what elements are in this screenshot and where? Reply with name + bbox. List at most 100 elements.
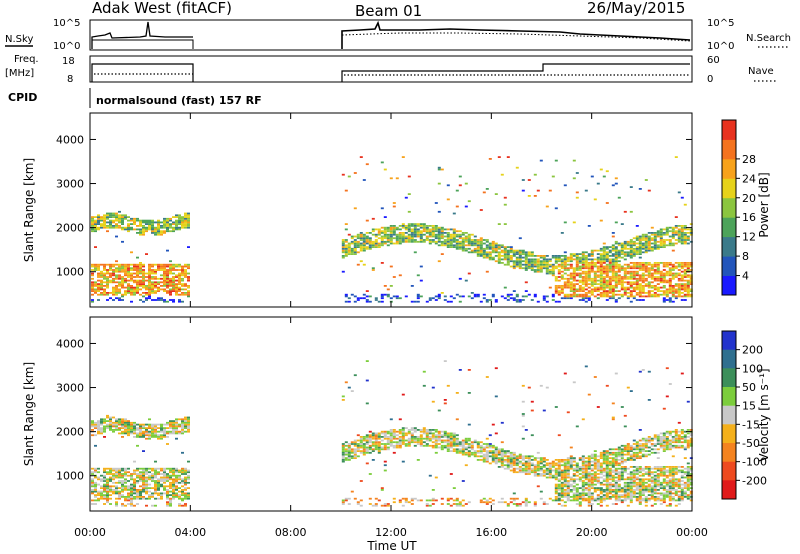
velocity-echo-cell xyxy=(533,466,537,468)
velocity-echo-cell xyxy=(479,499,483,502)
velocity-echo-cell xyxy=(524,471,528,474)
power-echo-cell xyxy=(154,285,157,287)
power-echo-cell xyxy=(148,285,151,287)
power-echo-cell xyxy=(572,279,576,282)
velocity-echo-cell xyxy=(584,365,588,368)
power-echo-cell xyxy=(608,265,612,268)
velocity-echo-cell xyxy=(629,390,633,392)
power-echo-cell xyxy=(644,242,648,245)
velocity-echo-cell xyxy=(151,467,154,470)
power-echo-cell xyxy=(653,285,657,287)
velocity-echo-cell xyxy=(353,453,357,456)
power-echo-cell xyxy=(644,274,648,277)
velocity-echo-cell xyxy=(157,497,160,500)
velocity-echo-cell xyxy=(425,434,429,437)
power-echo-cell xyxy=(686,267,690,270)
power-echo-cell xyxy=(377,233,381,236)
velocity-echo-cell xyxy=(136,489,139,491)
velocity-echo-cell xyxy=(539,459,543,461)
velocity-echo-cell xyxy=(386,432,390,435)
power-echo-cell xyxy=(635,277,639,280)
velocity-echo-cell xyxy=(635,485,639,488)
power-echo-cell xyxy=(605,281,609,284)
power-echo-cell xyxy=(353,235,357,238)
power-echo-cell xyxy=(650,265,654,268)
power-echo-cell xyxy=(109,223,112,225)
power-echo-cell xyxy=(121,285,124,287)
power-echo-cell xyxy=(160,232,163,234)
velocity-echo-cell xyxy=(572,381,576,384)
power-echo-cell xyxy=(626,270,630,273)
power-echo-cell xyxy=(593,265,597,268)
power-echo-cell xyxy=(154,230,157,233)
power-echo-cell xyxy=(386,230,390,233)
power-echo-cell xyxy=(178,274,181,277)
velocity-echo-cell xyxy=(94,476,97,479)
power-echo-cell xyxy=(590,253,594,255)
velocity-echo-cell xyxy=(187,418,190,421)
velocity-echo-cell xyxy=(172,471,175,474)
velocity-echo-cell xyxy=(470,453,474,456)
power-echo-cell xyxy=(476,255,480,257)
power-echo-cell xyxy=(184,219,187,222)
velocity-echo-cell xyxy=(482,446,486,449)
velocity-echo-cell xyxy=(524,466,528,468)
velocity-echo-cell xyxy=(118,467,121,470)
power-echo-cell xyxy=(683,272,687,275)
velocity-echo-cell xyxy=(142,467,145,470)
velocity-echo-cell xyxy=(404,439,408,442)
velocity-echo-cell xyxy=(584,464,588,467)
velocity-echo-cell xyxy=(175,467,178,470)
power-echo-cell xyxy=(488,256,492,259)
velocity-echo-cell xyxy=(632,496,636,498)
velocity-echo-cell xyxy=(584,481,588,484)
velocity-echo-cell xyxy=(97,420,100,422)
velocity-echo-cell xyxy=(581,497,585,500)
power-echo-cell xyxy=(106,272,109,275)
velocity-echo-cell xyxy=(151,434,154,437)
power-echo-cell xyxy=(608,279,612,282)
velocity-echo-cell xyxy=(566,489,570,491)
velocity-echo-cell xyxy=(623,492,627,495)
velocity-echo-cell xyxy=(365,462,369,465)
power-echo-cell xyxy=(97,226,100,229)
power-echo-cell xyxy=(169,283,172,285)
velocity-echo-cell xyxy=(404,432,408,435)
power-echo-cell xyxy=(611,295,615,298)
velocity-echo-cell xyxy=(398,446,402,449)
velocity-echo-cell xyxy=(503,451,507,454)
power-echo-cell xyxy=(509,265,513,268)
power-echo-cell xyxy=(605,299,609,301)
velocity-echo-cell xyxy=(437,446,441,449)
power-echo-cell xyxy=(163,300,166,303)
velocity-echo-cell xyxy=(175,478,178,481)
power-echo-cell xyxy=(629,274,633,277)
velocity-echo-cell xyxy=(440,444,444,447)
velocity-echo-cell xyxy=(410,429,414,431)
velocity-echo-cell xyxy=(142,474,145,477)
power-echo-cell xyxy=(91,221,94,224)
power-echo-cell xyxy=(124,292,127,294)
power-echo-cell xyxy=(578,262,582,264)
power-echo-cell xyxy=(539,265,543,268)
power-echo-cell xyxy=(545,300,549,303)
velocity-echo-cell xyxy=(506,462,510,465)
velocity-echo-cell xyxy=(175,423,178,426)
power-echo-cell xyxy=(629,242,633,245)
velocity-echo-cell xyxy=(356,439,360,442)
velocity-echo-cell xyxy=(139,490,142,493)
power-echo-cell xyxy=(680,240,684,243)
power-echo-cell xyxy=(109,297,112,300)
power-echo-cell xyxy=(97,223,100,225)
power-echo-cell xyxy=(163,265,166,268)
power-echo-cell xyxy=(638,293,642,296)
velocity-echo-cell xyxy=(512,497,516,500)
power-echo-cell xyxy=(575,283,579,285)
power-echo-cell xyxy=(377,230,381,233)
velocity-echo-cell xyxy=(359,446,363,449)
power-echo-cell xyxy=(371,244,375,247)
velocity-echo-cell xyxy=(106,481,109,484)
velocity-echo-cell xyxy=(500,501,504,504)
power-echo-cell xyxy=(160,297,163,300)
power-echo-cell xyxy=(530,263,534,266)
